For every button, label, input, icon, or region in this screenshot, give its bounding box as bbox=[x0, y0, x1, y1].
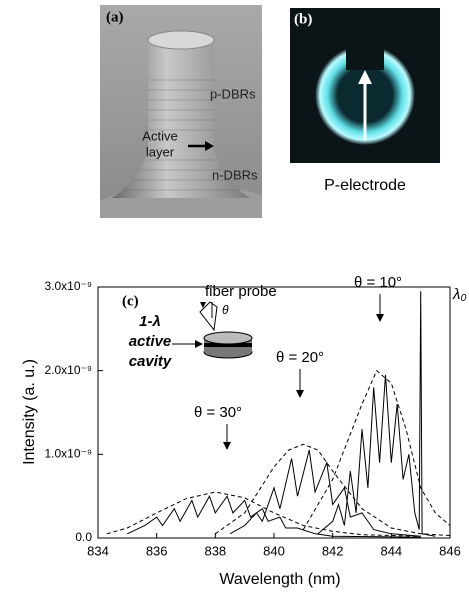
envelope-line bbox=[215, 443, 451, 536]
x-tick-label: 840 bbox=[263, 543, 285, 558]
active-label: layer bbox=[146, 144, 175, 159]
x-tick-label: 844 bbox=[380, 543, 402, 558]
annotation: θ = 30° bbox=[194, 404, 242, 421]
cavity-top bbox=[203, 331, 253, 345]
arrow-head bbox=[358, 70, 372, 84]
arrow-head bbox=[205, 141, 214, 151]
annotation: θ = 10° bbox=[354, 274, 402, 291]
annotation: cavity bbox=[129, 353, 172, 370]
fiber bbox=[199, 301, 218, 332]
y-tick-label: 0.0 bbox=[75, 530, 92, 544]
inset bbox=[172, 301, 253, 359]
probe-tip bbox=[200, 302, 206, 308]
x-tick-label: 838 bbox=[204, 543, 226, 558]
spectrum-line bbox=[229, 449, 421, 537]
panel-label: (a) bbox=[106, 9, 124, 25]
caption: P-electrode bbox=[324, 177, 406, 194]
arrow-head bbox=[195, 340, 203, 348]
probe-slot bbox=[346, 8, 384, 70]
annotation: λ₀ bbox=[452, 286, 467, 303]
n-dbrs-label: n-DBRs bbox=[212, 167, 258, 182]
annotation: θ = 20° bbox=[276, 349, 324, 366]
annotation: θ bbox=[222, 303, 229, 317]
arrow-head bbox=[296, 390, 304, 398]
panel-a: (a) p-DBRs Active layer n-DBRs bbox=[100, 5, 262, 218]
x-tick-label: 842 bbox=[322, 543, 344, 558]
p-dbrs-label: p-DBRs bbox=[210, 86, 256, 101]
annotation: active bbox=[129, 333, 172, 350]
envelope-line bbox=[302, 369, 451, 530]
y-tick-label: 1.0x10⁻⁹ bbox=[44, 447, 92, 461]
envelope-line bbox=[106, 491, 421, 537]
y-tick-label: 2.0x10⁻⁹ bbox=[44, 363, 92, 377]
x-axis-title: Wavelength (nm) bbox=[219, 571, 340, 588]
active-label: Active bbox=[142, 128, 177, 143]
y-tick-label: 3.0x10⁻⁹ bbox=[44, 279, 92, 293]
annotation: fiber probe bbox=[205, 283, 277, 300]
x-tick-label: 836 bbox=[146, 543, 168, 558]
x-tick-label: 834 bbox=[87, 543, 109, 558]
panel-label: (b) bbox=[294, 11, 312, 27]
y-axis-title: Intensity (a. u.) bbox=[21, 359, 38, 465]
active-layer bbox=[204, 343, 252, 347]
pillar bbox=[112, 40, 250, 198]
panel-b: (b) P-electrode bbox=[290, 8, 440, 194]
arrow-head bbox=[223, 442, 231, 450]
annotation: 1-λ bbox=[139, 313, 161, 330]
spectrum-line bbox=[317, 291, 436, 537]
spectrum-line bbox=[127, 494, 421, 538]
panel-label: (c) bbox=[122, 293, 139, 309]
pillar-top bbox=[147, 30, 215, 50]
dbr-stripes bbox=[122, 79, 240, 191]
x-tick-label: 846 bbox=[439, 543, 461, 558]
arrow-head bbox=[376, 314, 384, 322]
